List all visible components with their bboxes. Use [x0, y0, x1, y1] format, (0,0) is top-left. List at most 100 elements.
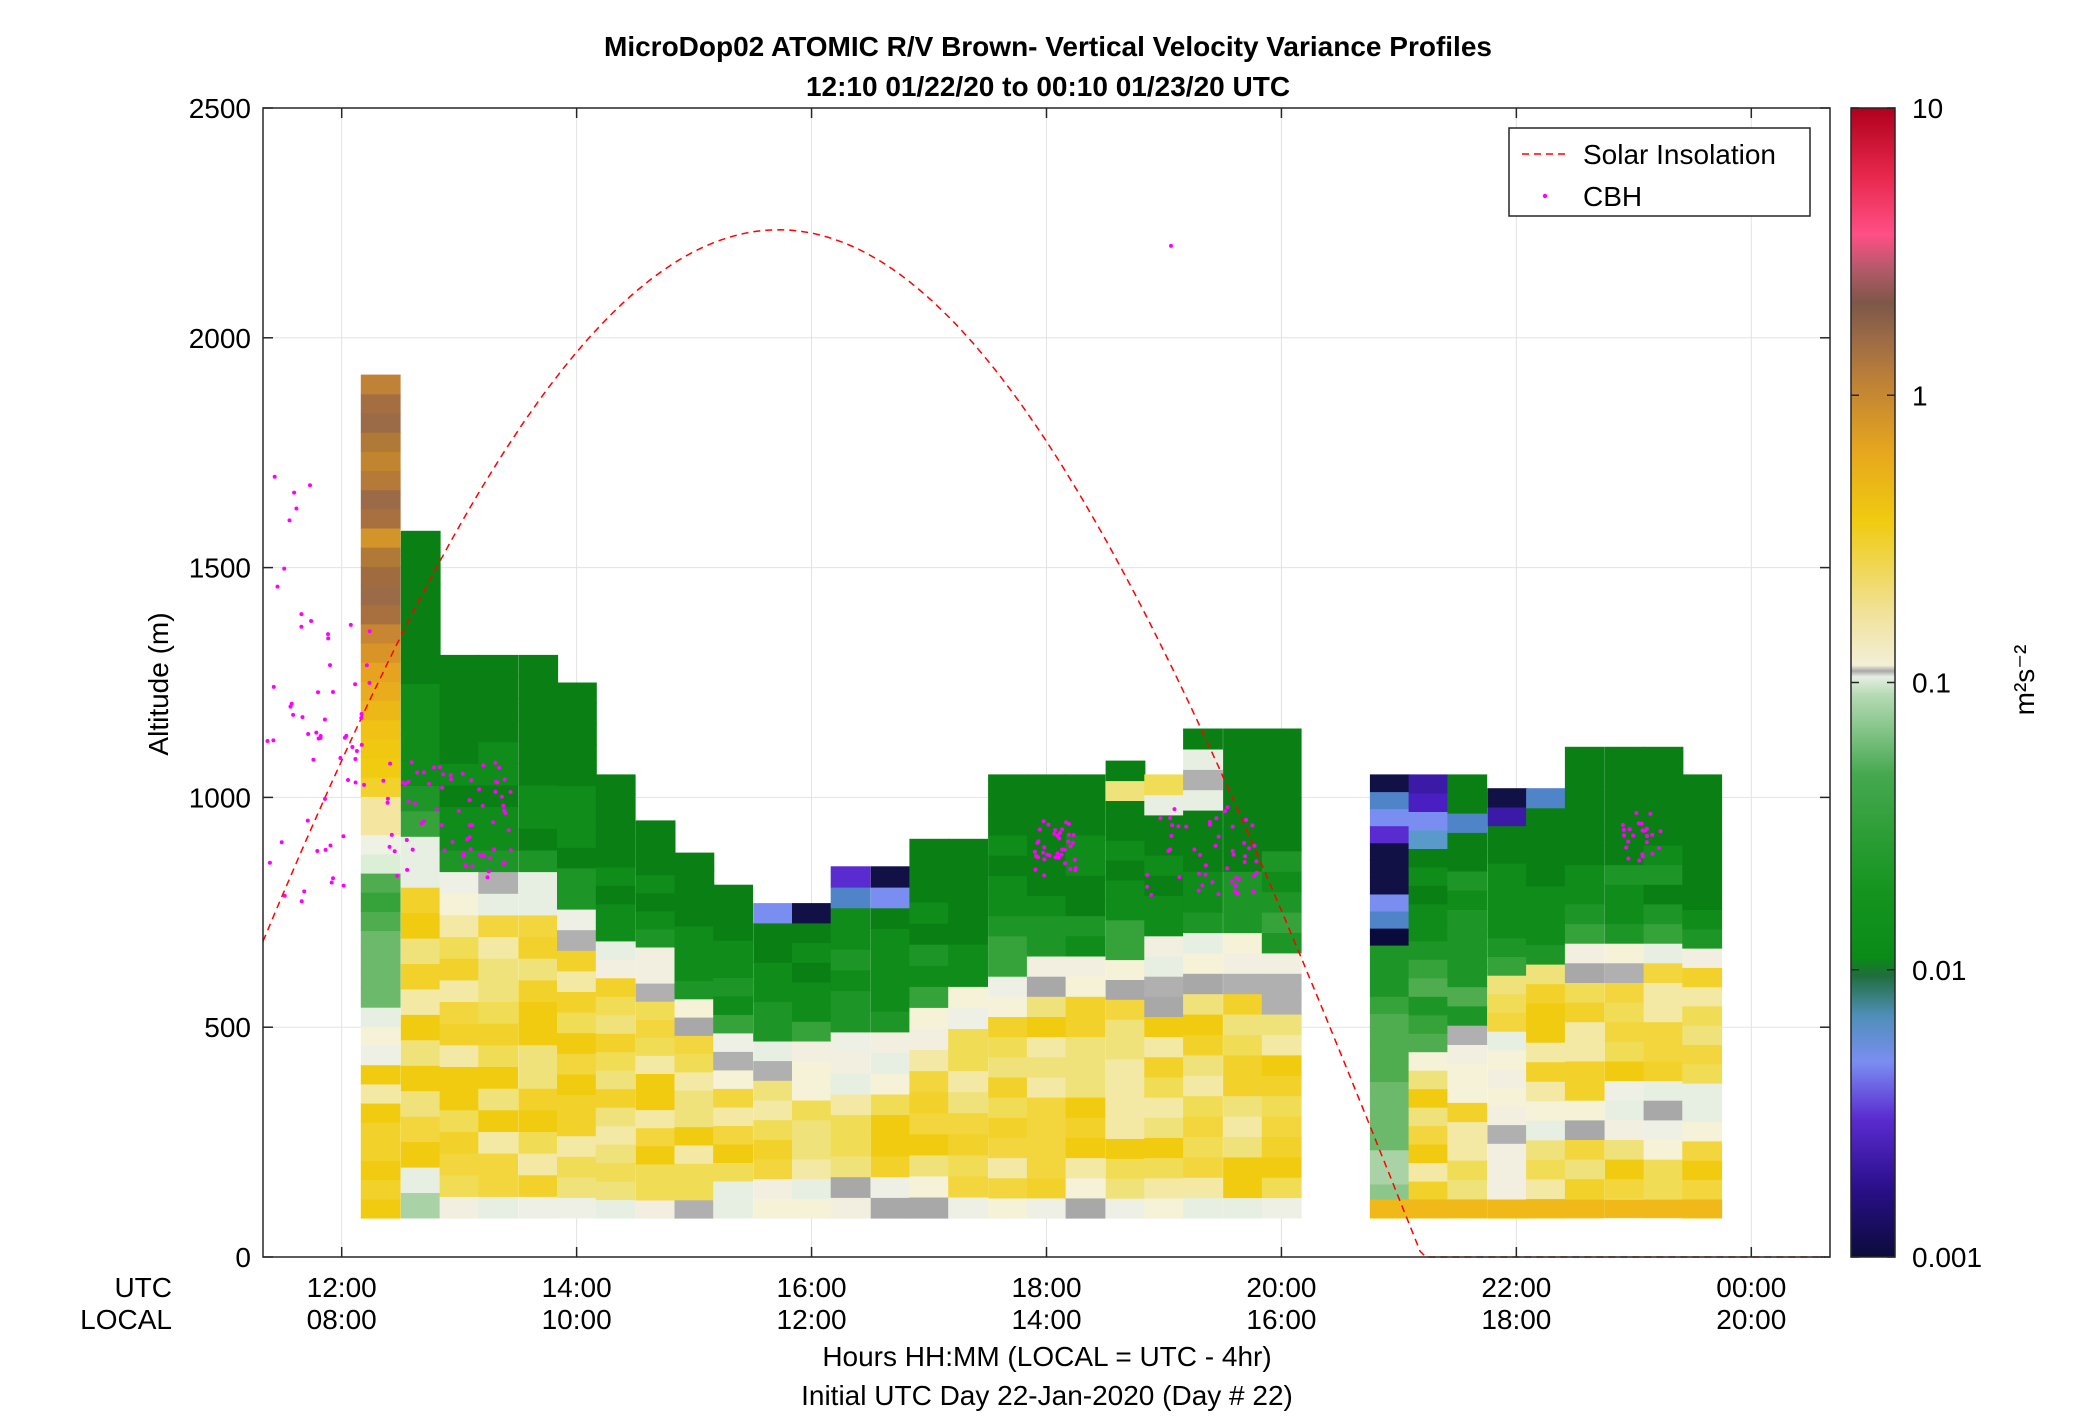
heatmap-cell: [1261, 1095, 1302, 1117]
heatmap-cell: [1526, 866, 1566, 887]
heatmap-cell: [1183, 973, 1223, 995]
heatmap-cell: [1564, 1139, 1605, 1160]
cbh-point: [1640, 852, 1645, 857]
heatmap-cell: [1065, 1097, 1106, 1118]
heatmap-cell: [635, 1055, 676, 1074]
cbh-point: [467, 798, 472, 803]
heatmap-cell: [439, 871, 480, 894]
heatmap-cell: [1526, 1022, 1566, 1043]
heatmap-cell: [1526, 1199, 1566, 1218]
heatmap-cell: [360, 892, 401, 912]
heatmap-cell: [1682, 986, 1723, 1007]
x-tick-label-local: 08:00: [307, 1304, 377, 1335]
cbh-point: [1056, 855, 1061, 860]
heatmap-cell: [1261, 830, 1302, 852]
heatmap-cell: [518, 871, 559, 894]
heatmap-cell: [988, 1016, 1028, 1038]
heatmap-cell: [1643, 1178, 1684, 1199]
cbh-point: [1064, 820, 1069, 825]
heatmap-cell: [1144, 1076, 1185, 1098]
heatmap-cell: [360, 815, 401, 836]
heatmap-cell: [439, 1023, 480, 1046]
heatmap-cell: [635, 1163, 676, 1183]
heatmap-cell: [1408, 1199, 1449, 1218]
x-tick-label-local: 16:00: [1246, 1304, 1316, 1335]
heatmap-cell: [1261, 1197, 1302, 1219]
heatmap-cell: [518, 1023, 559, 1046]
heatmap-cell: [360, 547, 401, 567]
cbh-point: [309, 619, 314, 623]
heatmap-cell: [870, 1197, 911, 1219]
heatmap-cell: [1261, 871, 1302, 893]
heatmap-cell: [1526, 1159, 1566, 1180]
heatmap-cell: [1682, 1121, 1723, 1142]
colorbar-tick-label: 0.01: [1912, 955, 1967, 986]
heatmap-cell: [713, 1088, 753, 1108]
heatmap-cell: [1408, 1144, 1449, 1164]
heatmap-cell: [1408, 1033, 1449, 1053]
heatmap-cell: [478, 1153, 519, 1176]
heatmap-cell: [1487, 1068, 1528, 1088]
cbh-point: [1644, 826, 1649, 831]
x-tick-label-local: 10:00: [542, 1304, 612, 1335]
heatmap-cell: [1487, 1161, 1528, 1182]
heatmap-cell: [1183, 1136, 1223, 1158]
heatmap-cell: [1682, 832, 1723, 853]
cbh-point: [1645, 834, 1649, 838]
cbh-point: [448, 773, 453, 778]
heatmap-cell: [1223, 1075, 1263, 1097]
heatmap-cell: [595, 977, 636, 997]
cbh-point: [316, 690, 320, 695]
heatmap-cell: [1526, 1139, 1566, 1160]
heatmap-cell: [1026, 1117, 1067, 1138]
heatmap-cell: [557, 826, 597, 848]
heatmap-cell: [1105, 1098, 1146, 1120]
cbh-point: [1037, 827, 1042, 832]
heatmap-cell: [400, 632, 441, 659]
heatmap-cell: [1105, 1118, 1146, 1139]
heatmap-cell: [1526, 1042, 1566, 1063]
heatmap-cell: [1369, 1081, 1410, 1100]
heatmap-cell: [713, 1162, 753, 1182]
heatmap-cell: [400, 912, 441, 939]
heatmap-cell: [1065, 855, 1106, 876]
heatmap-cell: [870, 907, 911, 929]
heatmap-cell: [830, 1073, 871, 1095]
heatmap-cell: [988, 1177, 1028, 1199]
heatmap-cell: [360, 1064, 401, 1085]
heatmap-cell: [1487, 806, 1528, 827]
heatmap-cell: [478, 914, 519, 938]
cbh-point: [1657, 846, 1661, 851]
cbh-point: [1225, 866, 1230, 871]
cbh-point: [456, 808, 461, 813]
heatmap-cell: [713, 903, 753, 923]
heatmap-cell: [713, 884, 753, 904]
heatmap-cell: [1447, 1005, 1488, 1026]
heatmap-cell: [830, 1135, 871, 1157]
cbh-point: [467, 835, 472, 840]
heatmap-cell: [1564, 1060, 1605, 1082]
cbh-point: [1650, 832, 1655, 837]
heatmap-cell: [1447, 1025, 1488, 1045]
heatmap-cell: [1183, 748, 1223, 770]
legend-box: [1508, 127, 1811, 217]
cbh-point: [405, 867, 410, 872]
heatmap-cell: [948, 1028, 988, 1050]
heatmap-cell: [792, 1040, 832, 1062]
heatmap-cell: [1526, 1120, 1566, 1141]
cbh-point: [267, 860, 272, 865]
heatmap-cell: [792, 1119, 832, 1140]
heatmap-cell: [557, 764, 597, 787]
heatmap-cell: [595, 811, 636, 831]
heatmap-cell: [674, 980, 715, 1000]
heatmap-cell: [1643, 766, 1684, 787]
heatmap-cell: [1183, 1177, 1223, 1199]
heatmap-cell: [400, 1039, 441, 1066]
heatmap-cell: [478, 741, 519, 764]
heatmap-cell: [360, 1198, 401, 1219]
heatmap-cell: [1183, 932, 1223, 954]
heatmap-cell: [1261, 1054, 1302, 1076]
cbh-point: [1033, 867, 1038, 872]
heatmap-cell: [360, 681, 401, 701]
heatmap-cell: [1144, 774, 1185, 796]
